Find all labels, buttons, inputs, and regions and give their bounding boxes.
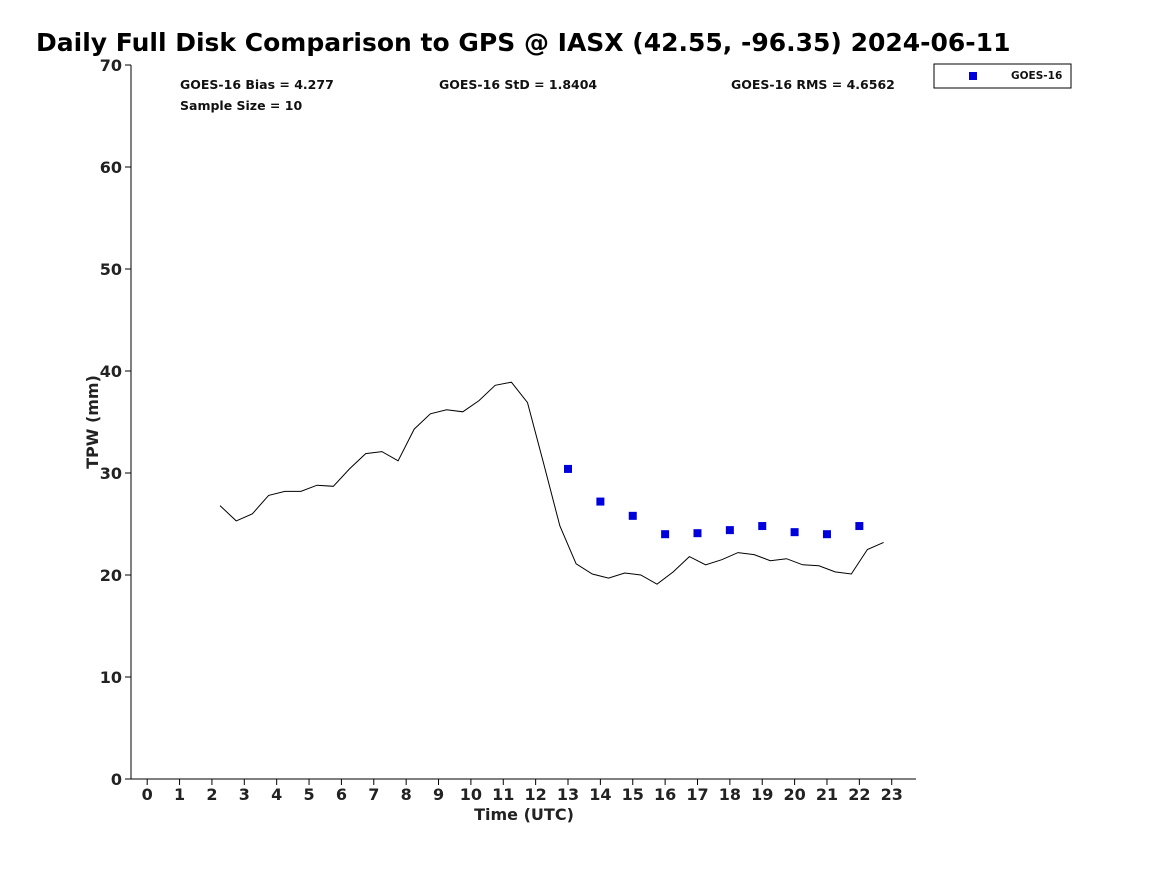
legend-label: GOES-16 xyxy=(1011,70,1062,82)
x-tick-label: 2 xyxy=(206,785,217,804)
goes-16-point xyxy=(628,511,637,520)
x-tick-label: 4 xyxy=(271,785,282,804)
x-tick-label: 5 xyxy=(303,785,314,804)
x-tick-label: 23 xyxy=(881,785,903,804)
y-tick-label: 10 xyxy=(100,668,122,687)
stat-sample-size: Sample Size = 10 xyxy=(180,98,302,113)
x-tick-label: 0 xyxy=(142,785,153,804)
legend-marker xyxy=(969,72,977,80)
x-tick-label: 19 xyxy=(751,785,773,804)
chart-title: Daily Full Disk Comparison to GPS @ IASX… xyxy=(36,28,1011,57)
x-tick-label: 8 xyxy=(401,785,412,804)
x-tick-label: 13 xyxy=(557,785,579,804)
goes-16-point xyxy=(758,522,767,531)
goes-16-point xyxy=(661,530,670,539)
gps-line xyxy=(219,381,884,585)
x-tick-label: 21 xyxy=(816,785,838,804)
x-tick-label: 14 xyxy=(589,785,611,804)
goes-16-point xyxy=(564,464,573,473)
x-tick-label: 17 xyxy=(686,785,708,804)
y-tick-label: 40 xyxy=(100,362,122,381)
goes-16-point xyxy=(855,522,864,531)
x-tick-label: 20 xyxy=(783,785,805,804)
x-tick-label: 3 xyxy=(239,785,250,804)
stat-std: GOES-16 StD = 1.8404 xyxy=(439,77,597,92)
x-tick-label: 22 xyxy=(848,785,870,804)
y-tick-label: 0 xyxy=(111,770,122,789)
stat-bias: GOES-16 Bias = 4.277 xyxy=(180,77,334,92)
x-tick-label: 6 xyxy=(336,785,347,804)
goes-16-point xyxy=(790,528,799,537)
x-tick-label: 16 xyxy=(654,785,676,804)
goes-16-point xyxy=(725,526,734,535)
x-tick-label: 18 xyxy=(719,785,741,804)
axes xyxy=(130,65,916,780)
goes-16-point xyxy=(596,497,605,506)
y-tick-label: 60 xyxy=(100,158,122,177)
legend-box xyxy=(933,63,1072,89)
goes-series xyxy=(564,464,864,539)
y-axis-label: TPW (mm) xyxy=(83,375,102,469)
y-tick-label: 20 xyxy=(100,566,122,585)
stat-rms: GOES-16 RMS = 4.6562 xyxy=(731,77,895,92)
x-tick-label: 15 xyxy=(622,785,644,804)
x-tick-label: 10 xyxy=(460,785,482,804)
x-axis-label: Time (UTC) xyxy=(474,805,574,824)
x-tick-label: 7 xyxy=(368,785,379,804)
gps-series xyxy=(219,381,884,585)
x-tick-label: 9 xyxy=(433,785,444,804)
y-tick-label: 50 xyxy=(100,260,122,279)
x-tick-label: 12 xyxy=(525,785,547,804)
y-tick-label: 70 xyxy=(100,56,122,75)
legend: GOES-16 xyxy=(933,63,1072,89)
goes-16-point xyxy=(822,530,831,539)
x-tick-label: 11 xyxy=(492,785,514,804)
goes-16-point xyxy=(693,529,702,538)
x-tick-label: 1 xyxy=(174,785,185,804)
y-tick-label: 30 xyxy=(100,464,122,483)
